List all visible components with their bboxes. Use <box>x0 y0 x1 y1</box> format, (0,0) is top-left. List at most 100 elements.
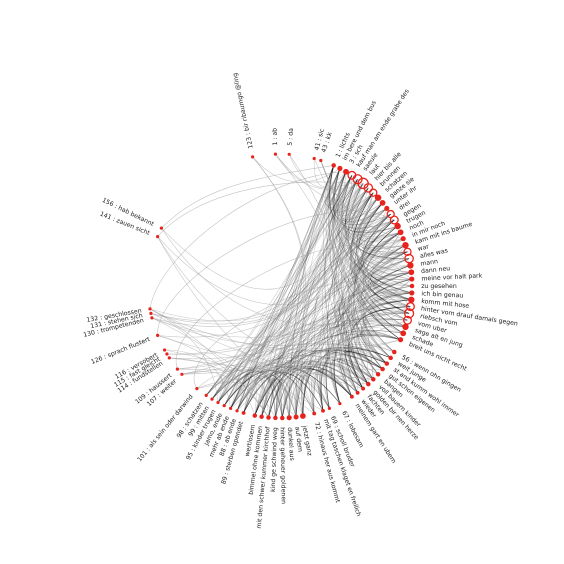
edge-265 <box>205 171 347 396</box>
node-n12 <box>369 188 378 197</box>
edge-303 <box>350 187 401 239</box>
node-label-n52: dunkel aus <box>286 427 295 461</box>
edge-334 <box>275 347 391 418</box>
node-n40 <box>375 372 381 377</box>
edge-22 <box>361 213 411 307</box>
edge-324 <box>359 202 412 273</box>
edge-0 <box>230 165 334 409</box>
edge-146 <box>362 213 412 294</box>
edge-17 <box>369 251 411 307</box>
node-n43 <box>361 386 366 391</box>
edge-487 <box>151 278 412 338</box>
edge-278 <box>268 368 353 418</box>
edge-7 <box>326 285 413 409</box>
edge-266 <box>351 187 410 259</box>
edge-195 <box>217 370 297 418</box>
node-label-n53: hinter geheuer goldenen <box>279 427 287 504</box>
edge-215 <box>282 265 411 419</box>
edge-384 <box>211 213 391 400</box>
node-n72 <box>150 316 154 320</box>
node-n18 <box>394 222 401 230</box>
edge-257 <box>361 213 410 314</box>
edge-488 <box>151 317 297 418</box>
edge-440 <box>347 333 401 389</box>
edge-400 <box>354 202 401 340</box>
edge-469 <box>181 175 353 375</box>
edge-489 <box>150 313 219 403</box>
node-n64 <box>204 393 208 397</box>
edge-299 <box>211 357 364 400</box>
edge-328 <box>333 187 369 393</box>
node-n32 <box>403 315 412 325</box>
edge-111 <box>341 175 398 234</box>
edge-308 <box>275 165 334 418</box>
node-label-n24: mann <box>420 258 439 268</box>
edge-159 <box>282 357 379 419</box>
edge-484 <box>157 335 374 380</box>
edge-493 <box>149 308 369 385</box>
edge-85 <box>359 213 406 328</box>
edge-413 <box>217 360 358 403</box>
edge-242 <box>352 258 410 380</box>
edge-417 <box>325 165 387 364</box>
node-label-n25: dann neu <box>421 265 451 275</box>
edge-170 <box>236 175 353 411</box>
edge-212 <box>348 306 411 389</box>
edge-307 <box>302 363 369 417</box>
edge-124 <box>261 313 410 417</box>
edge-480 <box>164 349 231 409</box>
edge-401 <box>211 202 383 400</box>
edge-161 <box>325 265 411 409</box>
edge-57 <box>236 165 334 411</box>
edge-272 <box>217 349 383 403</box>
edge-19 <box>254 374 324 416</box>
edge-392 <box>223 168 341 406</box>
node-n47 <box>327 406 331 410</box>
edge-396 <box>223 175 353 406</box>
edge-249 <box>353 192 412 294</box>
edge-500 <box>161 227 411 326</box>
edge-bundle-layer <box>149 153 413 419</box>
node-n11 <box>363 183 374 193</box>
edge-279 <box>353 225 398 370</box>
edge-476 <box>169 357 269 418</box>
edge-311 <box>336 171 387 223</box>
node-n69 <box>165 352 169 356</box>
edge-322 <box>319 362 369 411</box>
edge-369 <box>261 347 391 417</box>
edge-61 <box>339 349 387 397</box>
edge-465 <box>196 306 411 389</box>
edge-100 <box>243 372 324 414</box>
edge-471 <box>181 339 401 375</box>
edge-262 <box>312 362 369 414</box>
edge-87 <box>343 342 395 393</box>
node-n31 <box>403 308 415 319</box>
edge-420 <box>355 202 404 334</box>
edge-473 <box>177 368 383 371</box>
node-label-n28: ich bin genau <box>421 290 463 299</box>
node-n38 <box>384 361 390 366</box>
edge-144 <box>254 244 406 416</box>
node-n70 <box>163 348 167 352</box>
edge-353 <box>254 350 387 416</box>
edge-76 <box>351 278 412 385</box>
node-n52 <box>286 415 292 421</box>
edge-31 <box>236 319 408 411</box>
edge-317 <box>310 183 364 414</box>
edge-226 <box>282 325 406 419</box>
edge-8 <box>322 175 353 404</box>
edge-191 <box>282 325 406 419</box>
edge-59 <box>236 168 341 411</box>
edge-27 <box>370 251 412 301</box>
node-n68 <box>167 356 171 360</box>
edge-92 <box>319 219 395 411</box>
edge-113 <box>230 202 383 409</box>
edge-37 <box>356 278 412 375</box>
edge-406 <box>356 197 412 294</box>
edge-336 <box>332 179 364 389</box>
edge-167 <box>353 225 398 370</box>
edge-72 <box>320 232 401 411</box>
node-n53 <box>280 415 285 421</box>
edge-490 <box>150 171 347 322</box>
